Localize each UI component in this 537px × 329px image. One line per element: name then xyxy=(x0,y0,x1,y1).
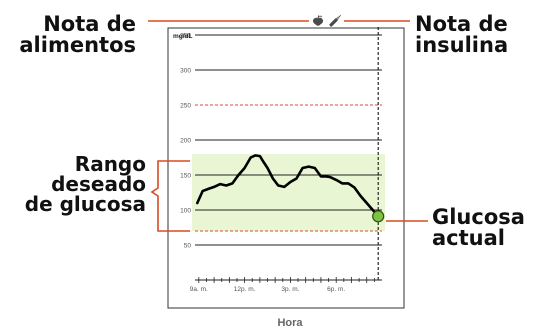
x-tick-label: 3p. m. xyxy=(281,286,299,293)
x-tick-label: 6p. m. xyxy=(327,286,345,293)
y-tick-label: 50 xyxy=(184,243,192,250)
target-range-callout: Rango deseado de glucosa xyxy=(25,154,146,214)
target-range-band xyxy=(192,154,385,231)
current-glucose-callout-line1: Glucosa xyxy=(432,205,525,229)
glucose-line xyxy=(196,154,380,218)
target-range-callout-line1: Rango xyxy=(74,152,146,176)
food-note-callout-line2: alimentos xyxy=(19,33,136,57)
target-range-callout-line3: de glucosa xyxy=(24,192,146,216)
current-glucose-callout-line2: actual xyxy=(432,226,505,250)
x-axis-title: Hora xyxy=(277,317,303,329)
y-tick-label: 200 xyxy=(180,138,191,145)
current-glucose-marker xyxy=(372,210,385,223)
x-axis: 9a. m. 12p. m. 3p. m. 6p. m. xyxy=(190,277,382,293)
apple-icon xyxy=(313,15,323,26)
insulin-note-callout-line1: Nota de xyxy=(415,12,508,36)
y-axis-labels: 50 100 150 200 250 300 350 xyxy=(180,33,191,250)
food-note-callout: Nota de alimentos xyxy=(19,14,136,56)
callout-connectors xyxy=(148,20,428,232)
insulin-note-callout: Nota de insulina xyxy=(415,14,508,56)
food-note-callout-line1: Nota de xyxy=(43,12,136,36)
y-tick-label: 350 xyxy=(180,33,191,40)
insulin-note-callout-line2: insulina xyxy=(415,33,509,57)
target-range-callout-line2: deseado xyxy=(51,172,146,196)
y-unit-label: mg/dL xyxy=(173,33,193,40)
current-glucose-callout: Glucosa actual xyxy=(432,207,525,249)
grid-lines xyxy=(195,34,382,246)
y-tick-label: 100 xyxy=(180,208,191,215)
x-tick-label: 9a. m. xyxy=(190,286,208,293)
insulin-pen-icon xyxy=(329,15,341,27)
y-tick-label: 300 xyxy=(180,68,191,75)
limit-lines xyxy=(195,104,382,232)
y-tick-label: 250 xyxy=(180,103,191,110)
target-range-bracket xyxy=(150,160,190,232)
y-tick-label: 150 xyxy=(180,173,191,180)
x-tick-label: 12p. m. xyxy=(234,286,256,293)
